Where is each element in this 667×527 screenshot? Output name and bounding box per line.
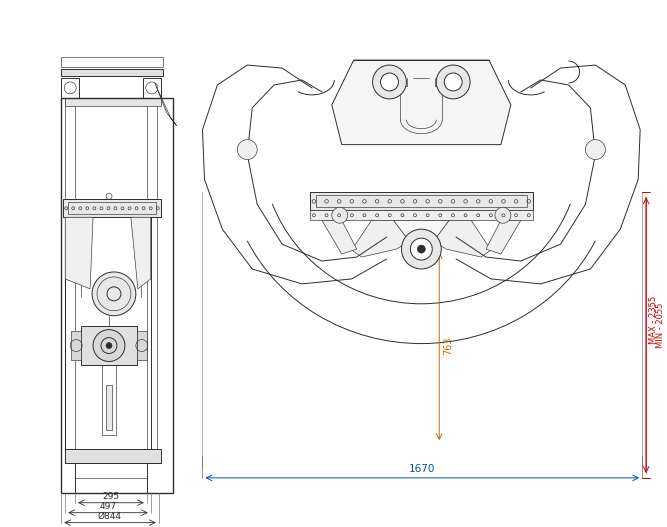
- Circle shape: [93, 330, 125, 362]
- Circle shape: [331, 207, 348, 223]
- Bar: [310, 210, 533, 220]
- Bar: [68, 202, 155, 214]
- Bar: [71, 330, 81, 360]
- Text: 497: 497: [99, 502, 117, 511]
- Bar: [310, 192, 533, 210]
- Circle shape: [586, 140, 606, 160]
- Circle shape: [373, 65, 406, 99]
- Polygon shape: [322, 220, 357, 254]
- Polygon shape: [486, 220, 521, 254]
- Bar: [61, 57, 163, 67]
- Circle shape: [92, 272, 136, 316]
- Bar: [75, 463, 147, 493]
- Bar: [137, 330, 147, 360]
- Bar: [316, 196, 527, 207]
- Bar: [102, 365, 116, 435]
- Circle shape: [418, 245, 426, 253]
- Circle shape: [444, 73, 462, 91]
- Bar: [106, 385, 112, 430]
- Bar: [65, 98, 75, 463]
- Text: Ø844: Ø844: [98, 512, 122, 521]
- Bar: [147, 98, 157, 463]
- Circle shape: [495, 207, 511, 223]
- Bar: [61, 98, 173, 493]
- Circle shape: [237, 140, 257, 160]
- Text: MAX - 2355: MAX - 2355: [649, 296, 658, 344]
- Polygon shape: [331, 60, 511, 144]
- Bar: [61, 78, 79, 98]
- Polygon shape: [65, 217, 93, 289]
- Bar: [61, 69, 163, 76]
- Circle shape: [106, 343, 112, 348]
- Bar: [63, 199, 161, 217]
- Polygon shape: [155, 83, 177, 126]
- Circle shape: [410, 238, 432, 260]
- Text: 295: 295: [103, 492, 119, 501]
- Circle shape: [381, 73, 398, 91]
- Polygon shape: [131, 217, 151, 289]
- Polygon shape: [434, 220, 491, 257]
- Circle shape: [436, 65, 470, 99]
- Bar: [65, 449, 161, 463]
- Bar: [81, 326, 137, 365]
- Circle shape: [402, 229, 442, 269]
- Bar: [143, 78, 161, 98]
- Bar: [65, 98, 161, 106]
- Polygon shape: [352, 220, 410, 257]
- Text: MIN - 2055: MIN - 2055: [656, 302, 665, 348]
- Polygon shape: [394, 220, 449, 249]
- Text: 1670: 1670: [409, 464, 436, 474]
- Text: 763: 763: [443, 337, 453, 355]
